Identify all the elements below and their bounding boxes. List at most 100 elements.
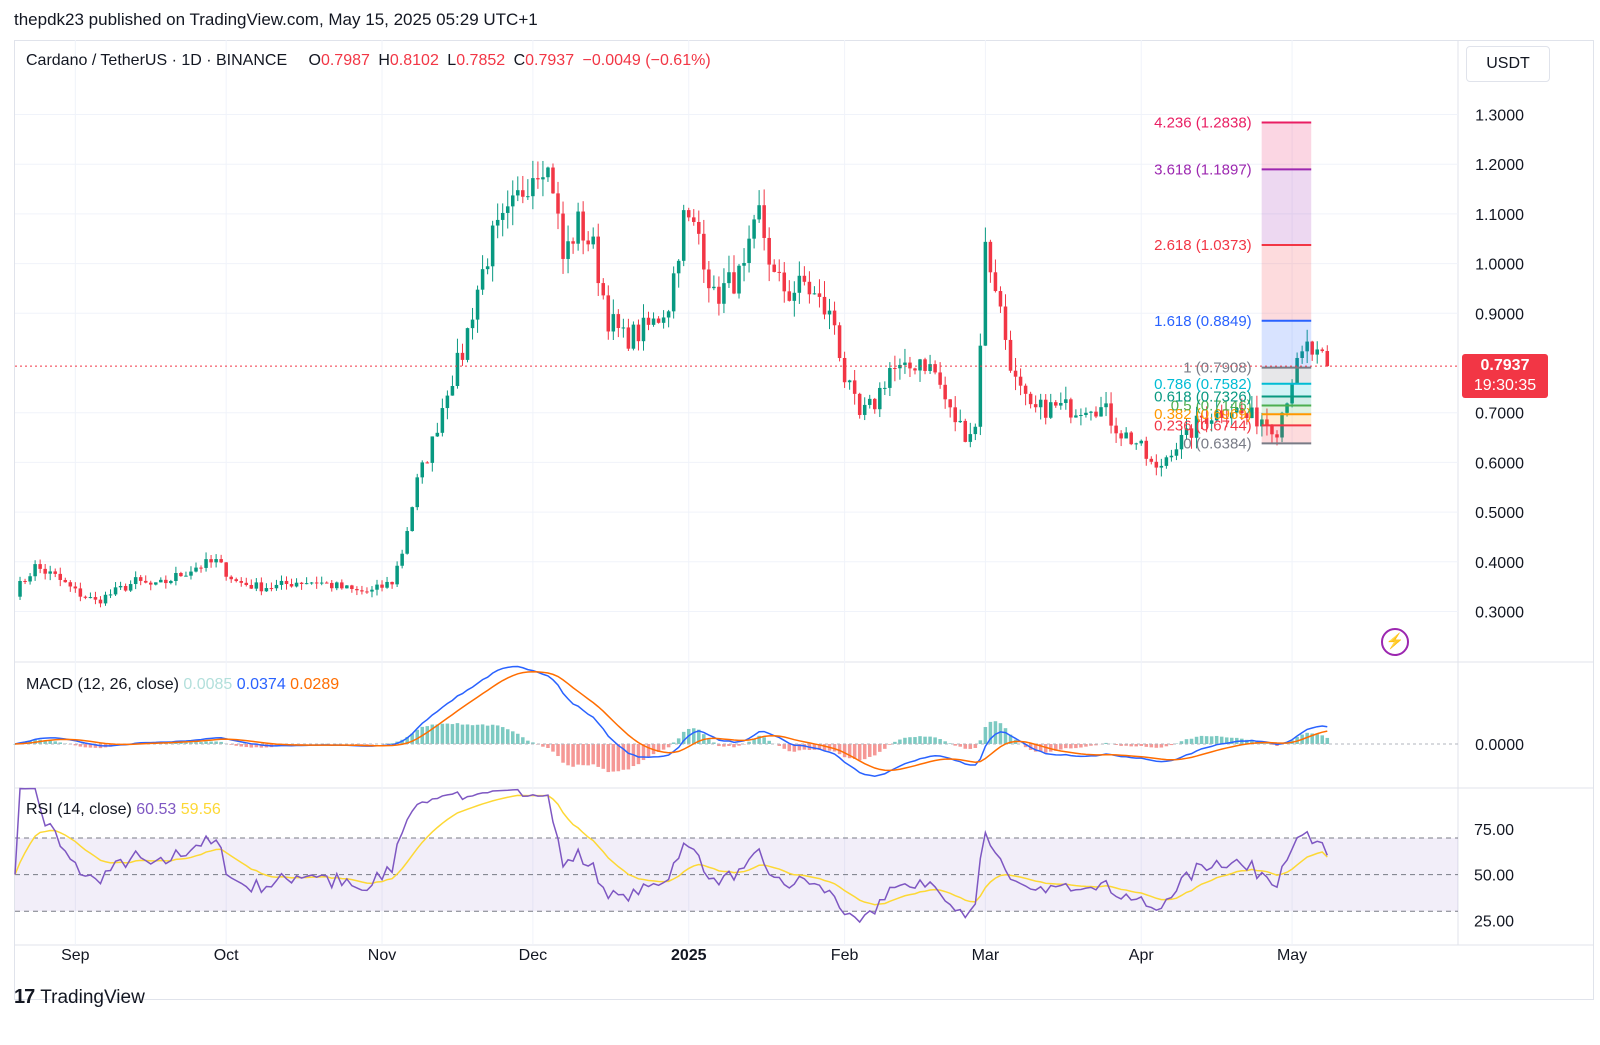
- macd-hist-bar: [390, 743, 394, 744]
- candle-body: [1194, 415, 1199, 438]
- candle-body: [953, 407, 957, 423]
- candle-body: [169, 580, 173, 584]
- macd-hist-bar: [752, 738, 756, 744]
- candle-body: [495, 219, 500, 226]
- candle-body: [440, 408, 445, 433]
- macd-hist-bar: [1209, 736, 1214, 744]
- macd-hist-bar: [1189, 738, 1194, 744]
- candle-body: [1235, 407, 1239, 413]
- macd-histogram: [13, 721, 1330, 773]
- macd-hist-bar: [531, 742, 535, 744]
- macd-hist-bar: [973, 744, 978, 748]
- candle-body: [1270, 424, 1274, 435]
- macd-hist-bar: [641, 744, 646, 761]
- candle-body: [43, 568, 47, 574]
- macd-hist-bar: [551, 744, 555, 752]
- candle-body: [546, 167, 550, 178]
- footer-brand[interactable]: 17 TradingView: [14, 986, 145, 1009]
- candle-body: [93, 597, 98, 600]
- macd-hist-bar: [1139, 744, 1144, 746]
- candle-body: [214, 559, 218, 563]
- macd-hist-bar: [516, 733, 520, 744]
- candle-body: [852, 380, 857, 394]
- candle-body: [702, 233, 706, 270]
- macd-hist-bar: [676, 738, 681, 744]
- high-value: 0.8102: [389, 52, 439, 69]
- macd-hist-bar: [470, 725, 475, 744]
- symbol-name[interactable]: Cardano / TetherUS · 1D · BINANCE: [26, 52, 288, 69]
- macd-hist-bar: [953, 744, 957, 746]
- candle-body: [1250, 407, 1254, 419]
- macd-hist-bar: [1305, 732, 1309, 744]
- tradingview-logo-icon: 17: [14, 986, 35, 1008]
- rsi-name[interactable]: RSI (14, close): [26, 801, 132, 818]
- candle-body: [666, 311, 671, 318]
- candle-body: [1164, 457, 1169, 466]
- candle-body: [505, 206, 510, 213]
- candle-body: [857, 393, 862, 415]
- macd-hist-bar: [958, 744, 963, 747]
- fib-zone: [1261, 383, 1312, 397]
- price-tick-label: 0.3000: [1475, 605, 1524, 622]
- fib-zone: [1261, 367, 1312, 384]
- candle-body: [299, 582, 304, 585]
- rsi-tick-label: 50.00: [1474, 868, 1514, 885]
- macd-hist-bar: [968, 744, 973, 749]
- macd-hist-bar: [712, 742, 716, 744]
- currency-button[interactable]: USDT: [1466, 46, 1550, 82]
- macd-hist-bar: [812, 744, 817, 750]
- macd-hist-bar: [174, 742, 178, 744]
- candle-body: [88, 597, 93, 599]
- candle-body: [1310, 341, 1314, 355]
- candle-body: [1008, 339, 1013, 371]
- candle-body: [717, 286, 721, 304]
- macd-hist-bar: [626, 744, 631, 770]
- candle-body: [777, 271, 781, 273]
- candle-body: [138, 577, 143, 581]
- time-tick-label: Mar: [972, 947, 1000, 964]
- macd-hist-bar: [777, 744, 781, 746]
- macd-hist-bar: [928, 736, 932, 744]
- candle-body: [1139, 440, 1144, 444]
- candle-body: [370, 589, 374, 592]
- candle-body: [1054, 402, 1058, 406]
- candle-body: [58, 573, 63, 580]
- candle-body: [1229, 412, 1234, 419]
- candle-body: [883, 387, 887, 389]
- macd-hist-bar: [697, 729, 701, 744]
- macd-hist-bar: [837, 744, 842, 755]
- candle-body: [898, 364, 902, 369]
- candle-body: [1084, 412, 1088, 416]
- candle-body: [229, 576, 233, 580]
- candle-body: [757, 205, 761, 220]
- fib-zone: [1261, 414, 1312, 426]
- candle-body: [722, 283, 726, 304]
- macd-hist-bar: [460, 724, 465, 744]
- candle-body: [636, 324, 641, 342]
- candle-body: [797, 275, 802, 293]
- macd-hist-bar: [707, 739, 711, 744]
- candle-body: [1260, 419, 1264, 427]
- high-label: H: [378, 52, 390, 69]
- macd-hist-bar: [757, 735, 761, 744]
- macd-hist-bar: [1265, 743, 1269, 744]
- candle-body: [480, 269, 485, 290]
- lightning-icon[interactable]: ⚡: [1381, 628, 1409, 656]
- candle-body: [1124, 432, 1128, 439]
- macd-name[interactable]: MACD (12, 26, close): [26, 676, 179, 693]
- macd-hist-bar: [1008, 734, 1013, 744]
- candle-body: [923, 359, 927, 371]
- candle-body: [1033, 404, 1038, 408]
- price-tick-label: 1.0000: [1475, 257, 1524, 274]
- candle-body: [380, 584, 384, 588]
- candle-body: [455, 352, 460, 386]
- macd-hist-bar: [787, 744, 792, 752]
- symbol-legend: Cardano / TetherUS · 1D · BINANCE O0.798…: [26, 52, 715, 70]
- macd-hist-bar: [1084, 744, 1088, 747]
- candle-body: [269, 588, 274, 590]
- candle-body: [249, 584, 254, 589]
- candle-body: [319, 582, 324, 584]
- macd-hist-bar: [58, 742, 63, 744]
- candle-body: [1079, 415, 1083, 417]
